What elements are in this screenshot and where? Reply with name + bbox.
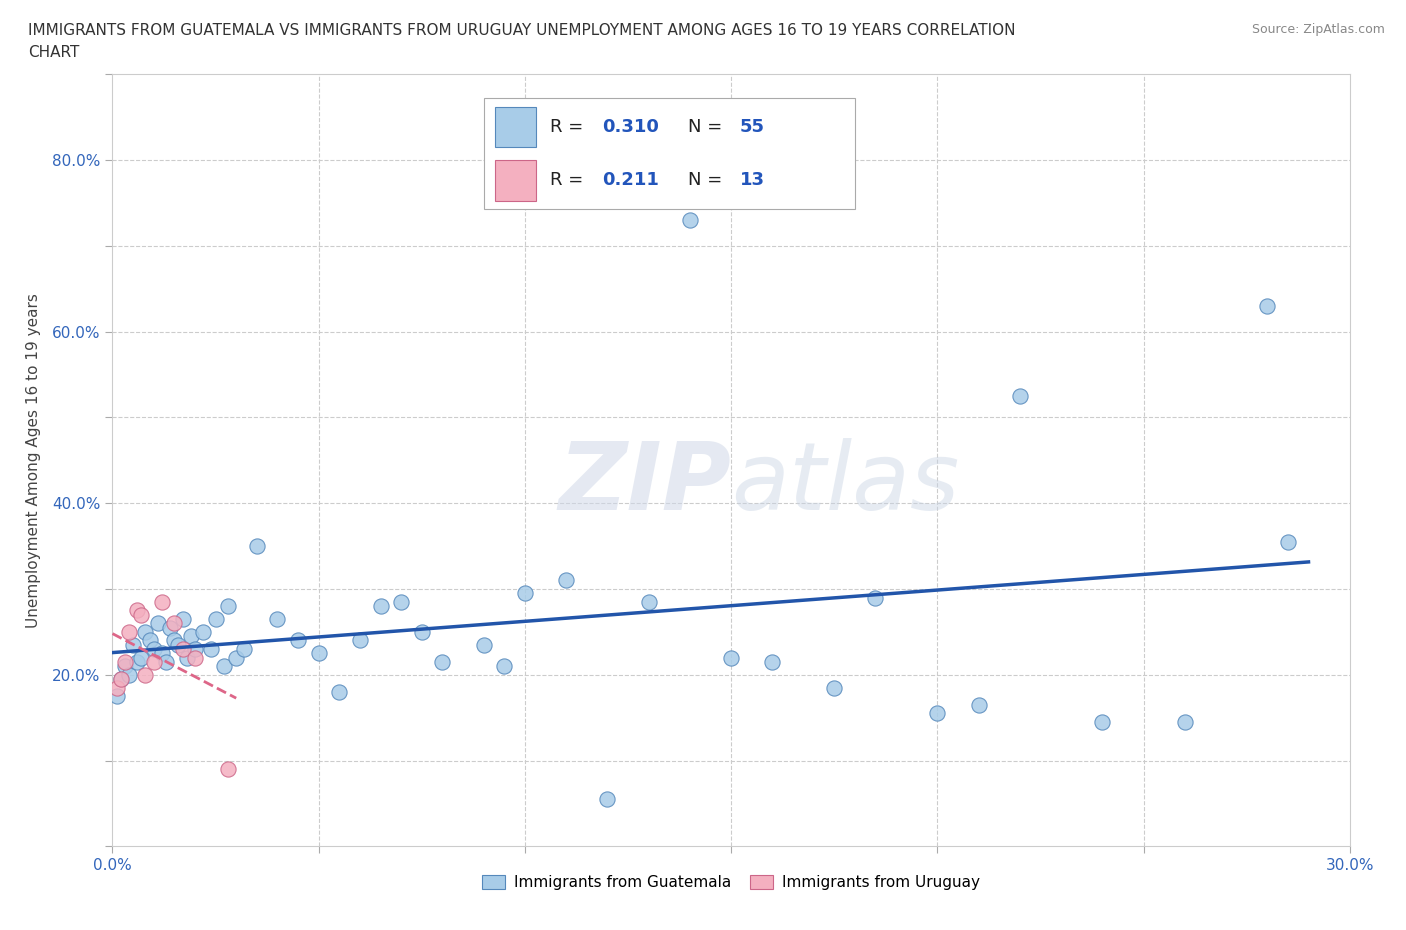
- Point: [637, 594, 659, 609]
- Point: [1174, 714, 1197, 729]
- Point: [142, 642, 165, 657]
- Point: [494, 658, 516, 673]
- Point: [513, 586, 536, 601]
- Point: [233, 642, 256, 657]
- Point: [472, 637, 495, 652]
- Point: [131, 650, 153, 665]
- Point: [159, 620, 181, 635]
- Point: [118, 668, 141, 683]
- Point: [349, 633, 371, 648]
- Point: [163, 633, 186, 648]
- Point: [204, 612, 226, 627]
- Text: ZIP: ZIP: [558, 437, 731, 529]
- Point: [146, 616, 169, 631]
- Legend: Immigrants from Guatemala, Immigrants from Uruguay: Immigrants from Guatemala, Immigrants fr…: [477, 870, 986, 897]
- Point: [287, 633, 309, 648]
- Point: [1091, 714, 1114, 729]
- Point: [246, 538, 269, 553]
- Point: [172, 612, 194, 627]
- Point: [555, 573, 578, 588]
- Point: [266, 612, 288, 627]
- Point: [865, 591, 887, 605]
- Point: [105, 689, 128, 704]
- Point: [163, 616, 186, 631]
- Text: atlas: atlas: [731, 438, 959, 529]
- Point: [370, 599, 392, 614]
- Point: [155, 655, 177, 670]
- Point: [114, 658, 136, 673]
- Point: [389, 594, 412, 609]
- Point: [131, 607, 153, 622]
- Text: CHART: CHART: [28, 45, 80, 60]
- Y-axis label: Unemployment Among Ages 16 to 19 years: Unemployment Among Ages 16 to 19 years: [27, 293, 41, 628]
- Point: [142, 655, 165, 670]
- Point: [212, 658, 235, 673]
- Point: [217, 599, 239, 614]
- Point: [127, 603, 149, 618]
- Point: [127, 655, 149, 670]
- Point: [1008, 389, 1031, 404]
- Point: [193, 624, 215, 639]
- Point: [110, 671, 132, 686]
- Point: [134, 624, 156, 639]
- Point: [967, 698, 990, 712]
- Point: [150, 594, 173, 609]
- Point: [105, 680, 128, 695]
- Point: [150, 645, 173, 660]
- Point: [432, 655, 454, 670]
- Point: [180, 629, 202, 644]
- Point: [1256, 299, 1278, 313]
- Point: [596, 791, 619, 806]
- Point: [172, 642, 194, 657]
- Point: [134, 668, 156, 683]
- Point: [679, 213, 702, 228]
- Point: [225, 650, 247, 665]
- Text: Source: ZipAtlas.com: Source: ZipAtlas.com: [1251, 23, 1385, 36]
- Point: [328, 684, 350, 699]
- Point: [927, 706, 949, 721]
- Point: [122, 637, 145, 652]
- Text: IMMIGRANTS FROM GUATEMALA VS IMMIGRANTS FROM URUGUAY UNEMPLOYMENT AMONG AGES 16 : IMMIGRANTS FROM GUATEMALA VS IMMIGRANTS …: [28, 23, 1015, 38]
- Point: [110, 671, 132, 686]
- Point: [411, 624, 433, 639]
- Point: [761, 655, 783, 670]
- Point: [138, 633, 160, 648]
- Point: [184, 650, 207, 665]
- Point: [200, 642, 222, 657]
- Point: [217, 762, 239, 777]
- Point: [118, 624, 141, 639]
- Point: [114, 655, 136, 670]
- Point: [176, 650, 198, 665]
- Point: [184, 642, 207, 657]
- Point: [167, 637, 190, 652]
- Point: [1277, 535, 1299, 550]
- Point: [823, 680, 845, 695]
- Point: [720, 650, 742, 665]
- Point: [308, 645, 330, 660]
